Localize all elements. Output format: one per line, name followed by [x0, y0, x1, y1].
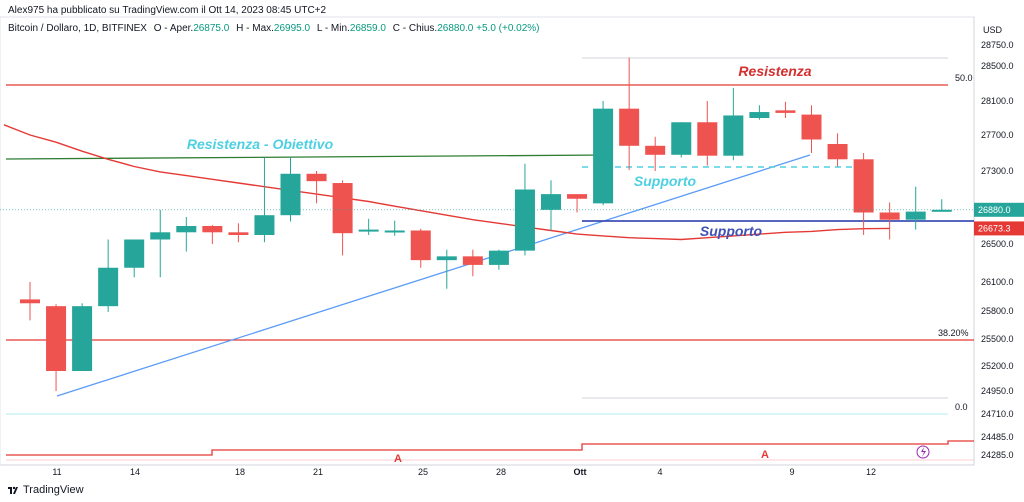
candle-body — [749, 112, 770, 118]
candle-body — [488, 250, 509, 265]
candle-body — [410, 230, 431, 261]
candle-body — [280, 173, 301, 216]
candle-body — [801, 114, 822, 140]
high-value: 26995.0 — [273, 23, 311, 34]
annotation-label: Resistenza — [738, 63, 811, 79]
annotation-label: Supporto — [700, 223, 763, 239]
indicator-marker: A — [761, 449, 769, 461]
tradingview-logo-icon — [8, 486, 18, 494]
candle-body — [827, 144, 848, 160]
candle-body — [593, 108, 614, 204]
candle-body — [931, 209, 952, 212]
x-tick-label: 4 — [657, 467, 662, 477]
candle-body — [46, 306, 67, 371]
fib-50-label: 50.0 — [955, 73, 973, 83]
low-label: L - Min. — [316, 23, 350, 34]
candle-body — [358, 229, 379, 232]
open-label: O - Aper. — [153, 23, 194, 34]
symbol-name: Bitcoin / Dollaro, 1D, BITFINEX — [8, 23, 147, 34]
candle-body — [905, 211, 926, 220]
lightning-bolt-icon — [921, 447, 926, 457]
y-tick-label: 24485.0 — [981, 432, 1014, 442]
candle-body — [150, 232, 171, 240]
annotation-label: Resistenza - Obiettivo — [187, 136, 334, 152]
y-tick-label: 28100.0 — [981, 96, 1014, 106]
ma-price-tag — [974, 221, 1024, 236]
close-value: 26880.0 — [437, 23, 474, 34]
fib-38-label: 38.20% — [938, 328, 969, 338]
close-label: C - Chius. — [392, 23, 438, 34]
x-tick-label: 21 — [313, 467, 323, 477]
candle-body — [228, 232, 249, 235]
y-tick-label: 25200.0 — [981, 361, 1014, 371]
candle-body — [306, 173, 327, 182]
y-tick-label: 24950.0 — [981, 386, 1014, 396]
x-tick-label: 18 — [235, 467, 245, 477]
y-tick-label: 28750.0 — [981, 40, 1014, 50]
candle-body — [541, 194, 561, 210]
currency-label: USD — [983, 25, 1003, 35]
y-tick-label: 24285.0 — [981, 450, 1014, 460]
candle-body — [671, 122, 692, 155]
moving-average-line — [3, 124, 890, 241]
fib-0-label: 0.0 — [955, 402, 968, 412]
candle-body — [20, 299, 40, 304]
support-trend-line — [56, 154, 811, 397]
lightning-icon — [916, 445, 930, 459]
candle-body — [775, 110, 796, 113]
candle-body — [332, 183, 353, 234]
brand-name: TradingView — [23, 484, 84, 496]
x-tick-label: 12 — [866, 467, 876, 477]
candle-body — [98, 267, 119, 307]
high-label: H - Max. — [236, 23, 274, 34]
candle-body — [462, 256, 483, 265]
candle-body — [384, 230, 405, 233]
last-price-tag-label: 26880.0 — [978, 205, 1011, 215]
candle-body — [723, 115, 744, 156]
change-value: +5.0 (+0.02%) — [476, 23, 540, 34]
x-tick-label: 25 — [418, 467, 428, 477]
candle-body — [853, 159, 874, 213]
tradingview-footer: TradingView — [8, 484, 84, 496]
candle-body — [514, 189, 535, 251]
x-tick-label: 14 — [130, 467, 140, 477]
candle-body — [202, 226, 223, 233]
low-value: 26859.0 — [349, 23, 386, 34]
candle-body — [436, 256, 457, 261]
last-price-tag — [974, 202, 1024, 217]
candle-body — [697, 122, 718, 156]
candle-body — [619, 108, 640, 146]
candle-body — [72, 306, 93, 371]
annotation-label: Supporto — [634, 173, 697, 189]
y-tick-label: 25800.0 — [981, 306, 1014, 316]
candle-body — [254, 215, 275, 235]
symbol-info-line: Bitcoin / Dollaro, 1D, BITFINEX O - Aper… — [8, 23, 540, 34]
x-tick-label: Ott — [574, 467, 587, 477]
candle-body — [176, 226, 197, 233]
open-value: 26875.0 — [193, 23, 230, 34]
candle-body — [645, 145, 666, 155]
publisher-header: Alex975 ha pubblicato su TradingView.com… — [8, 5, 327, 16]
indicator-marker: A — [394, 453, 402, 465]
x-tick-label: 11 — [52, 467, 61, 477]
indicator-step-line — [6, 440, 974, 456]
candle-body — [879, 212, 900, 220]
y-tick-label: 27700.0 — [981, 130, 1014, 140]
candle-body — [124, 239, 145, 268]
y-tick-label: 28500.0 — [981, 61, 1014, 71]
y-tick-label: 24710.0 — [981, 409, 1014, 419]
y-tick-label: 27300.0 — [981, 166, 1014, 176]
y-tick-label: 26500.0 — [981, 239, 1014, 249]
y-tick-label: 25500.0 — [981, 334, 1014, 344]
x-tick-label: 9 — [789, 467, 794, 477]
ma-price-tag-label: 26673.3 — [978, 223, 1011, 233]
x-tick-label: 28 — [496, 467, 506, 477]
candle-body — [567, 194, 588, 199]
y-tick-label: 26100.0 — [981, 277, 1014, 287]
